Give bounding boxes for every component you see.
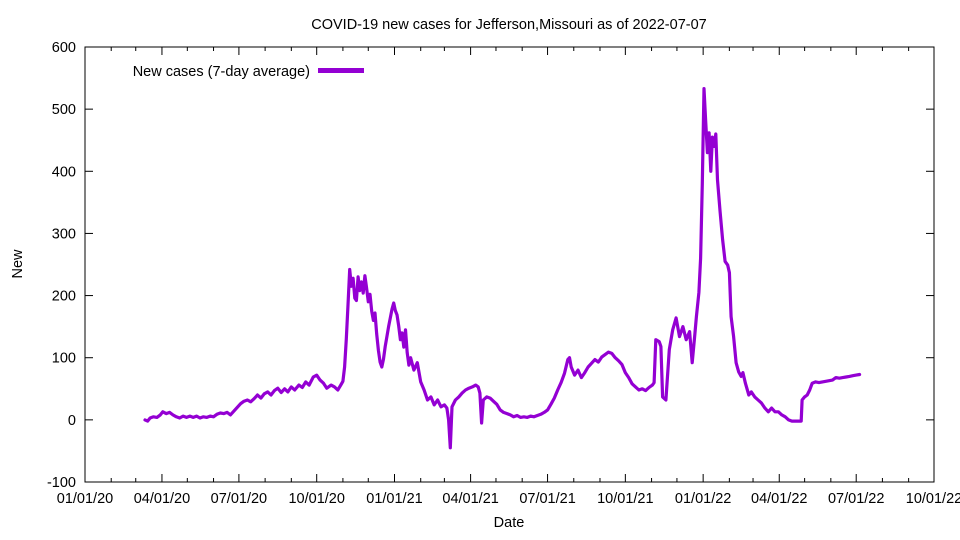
x-tick-label: 01/01/22 <box>675 491 731 507</box>
y-tick-label: 500 <box>52 102 76 118</box>
y-tick-label: 100 <box>52 351 76 367</box>
y-tick-label: 600 <box>52 40 76 56</box>
plot-frame <box>84 46 935 483</box>
legend-label: New cases (7-day average) <box>133 64 310 80</box>
legend: New cases (7-day average) <box>133 64 364 80</box>
new-cases-series-line <box>143 86 862 450</box>
x-tick-label: 10/01/21 <box>597 491 653 507</box>
x-tick-label: 07/01/20 <box>211 491 267 507</box>
x-tick-label: 07/01/21 <box>519 491 575 507</box>
x-tick-label: 04/01/20 <box>134 491 190 507</box>
x-tick-label: 10/01/20 <box>288 491 344 507</box>
x-tick-label: 10/01/22 <box>906 491 960 507</box>
x-axis-label: Date <box>494 515 525 531</box>
x-tick-label: 01/01/21 <box>366 491 422 507</box>
y-tick-label: 0 <box>68 413 76 429</box>
x-tick-label: 07/01/22 <box>828 491 884 507</box>
y-tick-label: 400 <box>52 164 76 180</box>
y-tick-label: 200 <box>52 289 76 305</box>
x-tick-label: 04/01/21 <box>442 491 498 507</box>
y-tick-label: -100 <box>47 475 76 491</box>
axes-and-ticks: -100 0 100 200 300 400 500 600 01/01/20 04/01/20 0… <box>47 40 960 507</box>
x-tick-label: 01/01/20 <box>57 491 113 507</box>
y-tick-label: 300 <box>52 226 76 242</box>
chart-title: COVID-19 new cases for Jefferson,Missour… <box>311 17 706 33</box>
x-tick-label: 04/01/22 <box>751 491 807 507</box>
y-axis-label: New <box>10 249 26 279</box>
